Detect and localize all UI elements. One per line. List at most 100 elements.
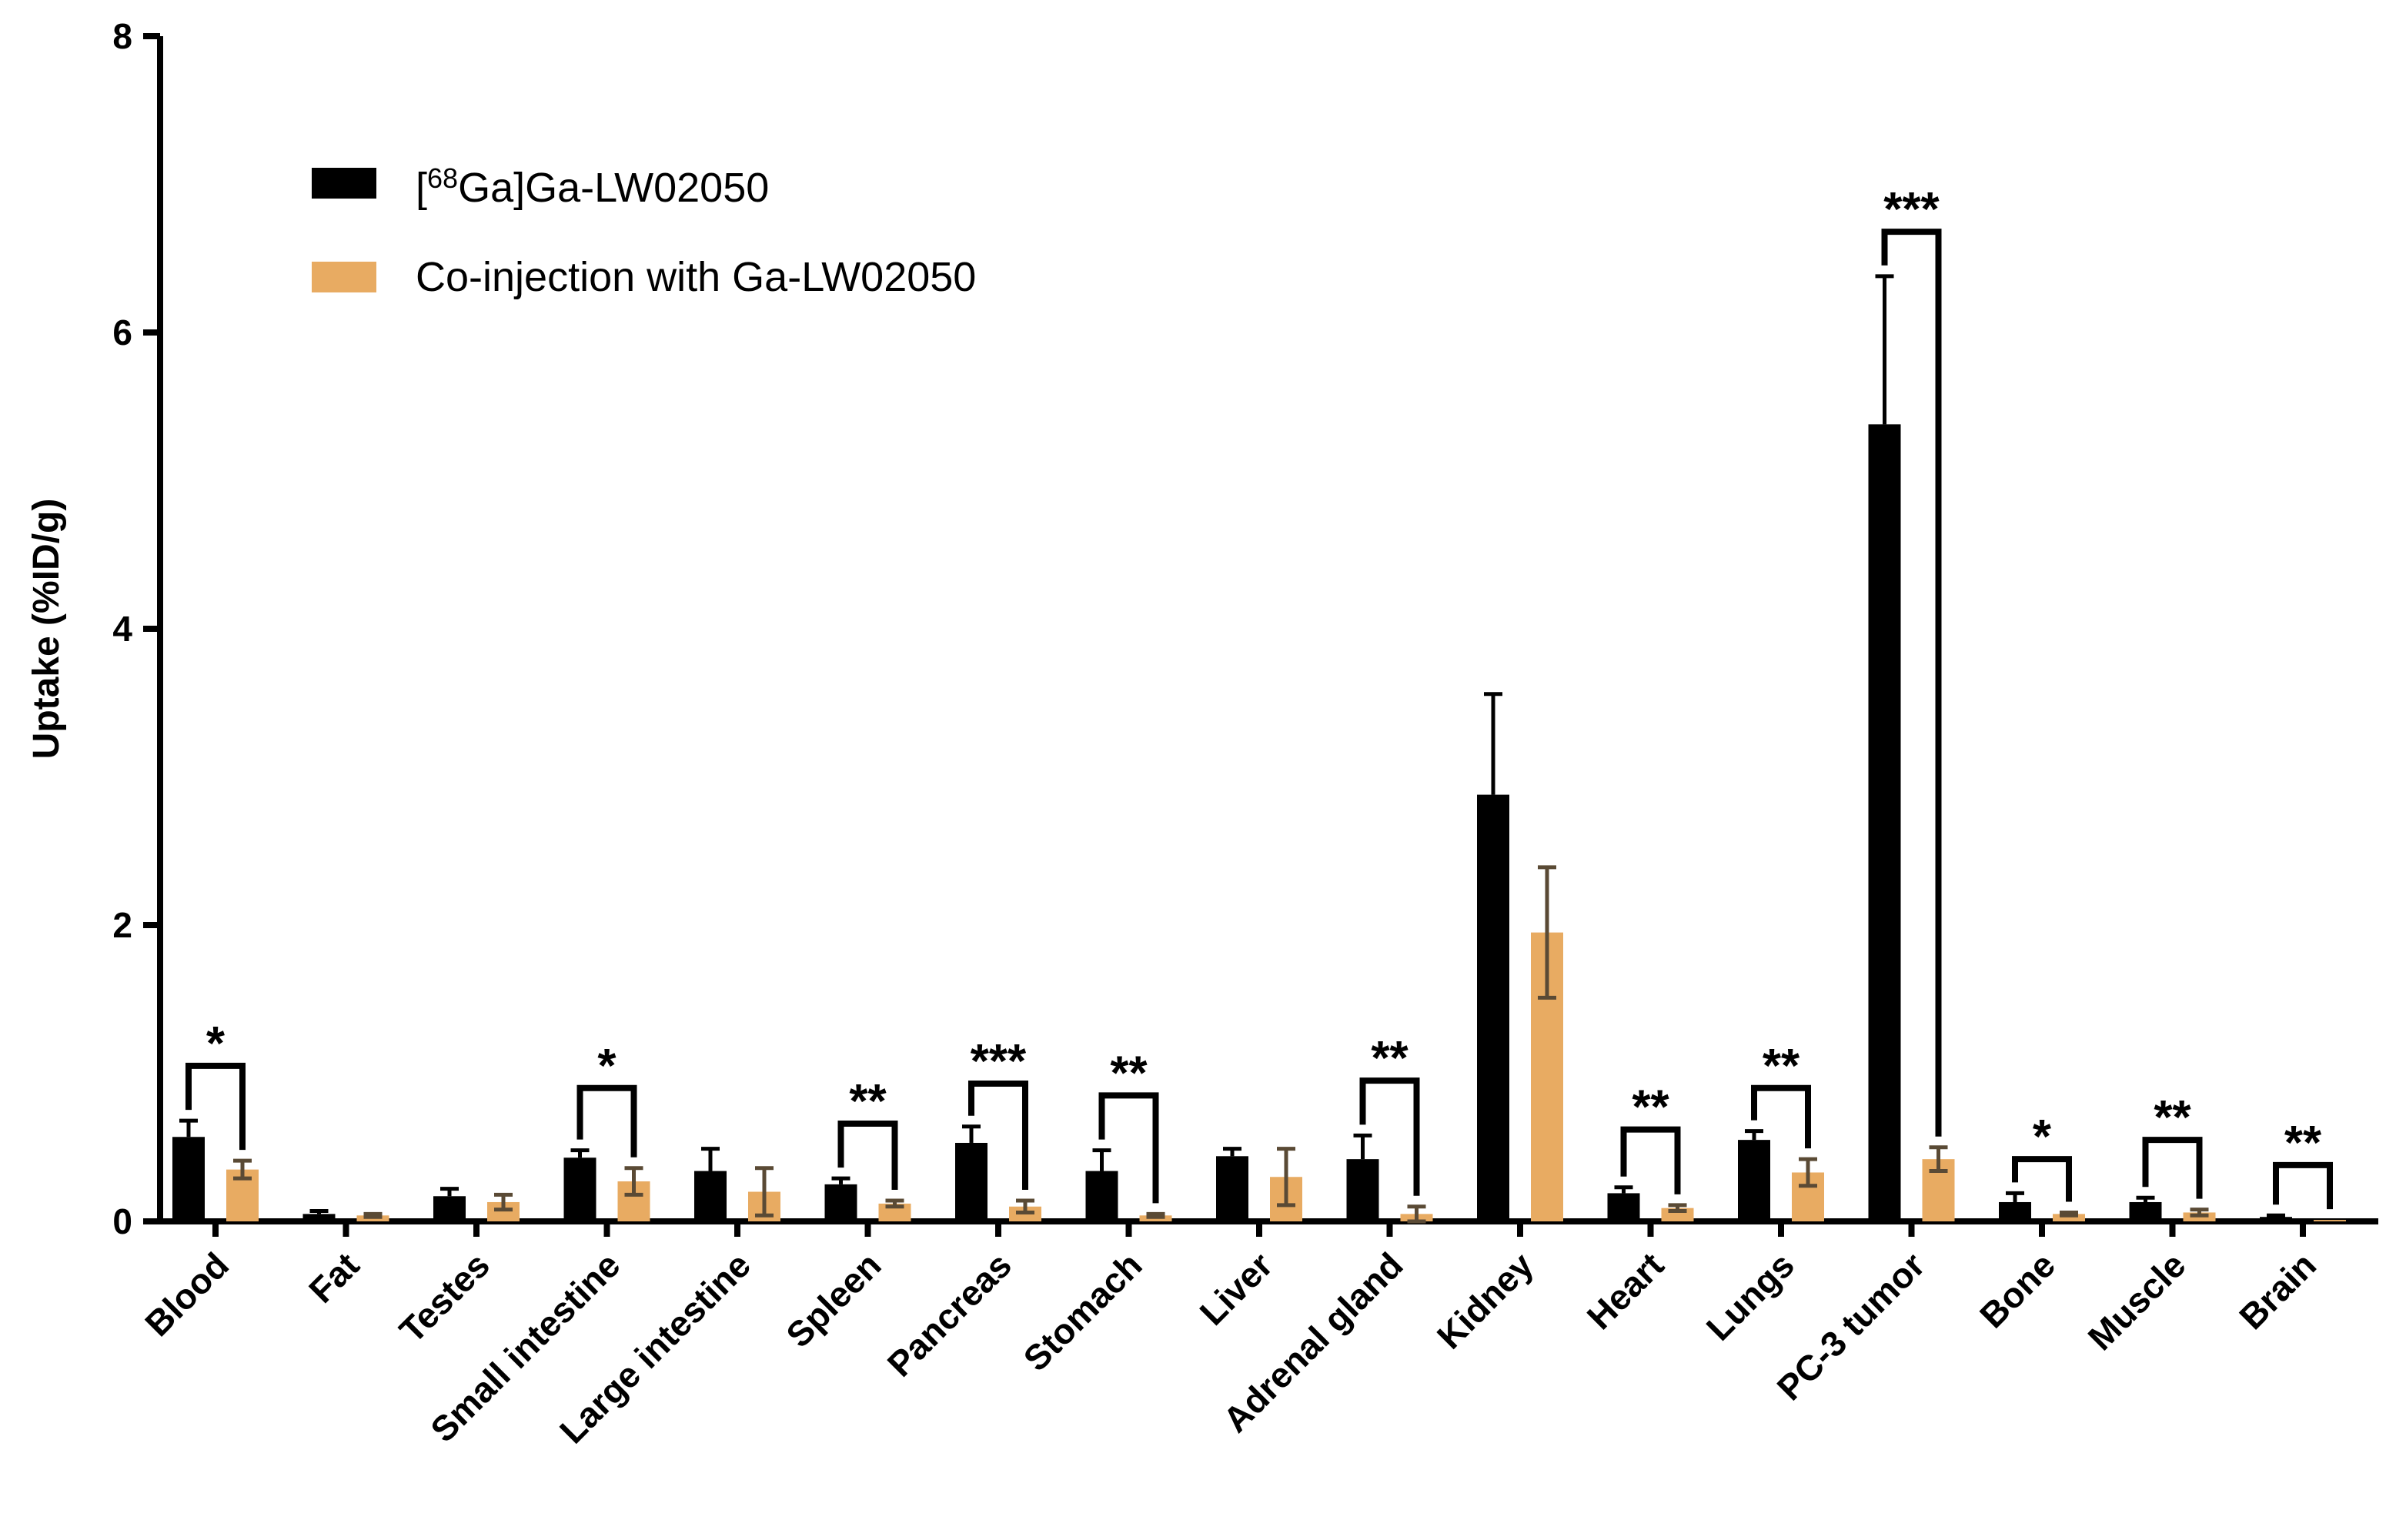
- error-bar-stomach-series-1: [1092, 1148, 1111, 1171]
- significance-brackets: * ****** ** ********** ** **: [185, 183, 2333, 1210]
- y-axis-title: Uptake (%ID/g): [26, 499, 67, 760]
- bar-liver-series-1: [1216, 1156, 1248, 1221]
- error-bar-bone-series-2: [2060, 1210, 2078, 1218]
- significance-spleen: **: [837, 1075, 898, 1191]
- significance-bracket: [1620, 1126, 1681, 1194]
- significance-bracket: [2142, 1137, 2203, 1199]
- x-category-label-lungs: Lungs: [1699, 1244, 1802, 1348]
- bar-blood-series-1: [172, 1137, 205, 1221]
- error-bar-fat-series-2: [363, 1211, 383, 1219]
- bar-brain-series-2: [2314, 1220, 2346, 1221]
- bar-brain-series-1: [2260, 1217, 2292, 1221]
- significance-label: ***: [971, 1035, 1027, 1088]
- axes: [157, 36, 2378, 1224]
- error-bar-small-intestine-series-1: [570, 1148, 590, 1158]
- significance-bracket: [576, 1084, 637, 1158]
- error-bar-muscle-series-2: [2190, 1208, 2209, 1218]
- significance-bracket: [2273, 1161, 2333, 1210]
- error-bars: [179, 274, 2285, 1224]
- significance-bracket: [1751, 1084, 1811, 1149]
- legend-swatch-series-1: [312, 168, 376, 199]
- error-bar-pc-3-tumor-series-2: [1929, 1145, 1948, 1174]
- error-bar-heart-series-2: [1668, 1203, 1687, 1214]
- significance-bracket: [1359, 1077, 1420, 1196]
- significance-brain: **: [2273, 1117, 2333, 1210]
- error-bar-blood-series-1: [179, 1118, 198, 1137]
- legend-label-suffix: Ga]Ga-LW02050: [458, 165, 769, 211]
- legend-label-prefix: [: [416, 165, 427, 211]
- significance-bone: *: [2012, 1111, 2072, 1202]
- x-category-label-muscle: Muscle: [2080, 1244, 2194, 1358]
- y-ticks: 0 2 4 6 8: [112, 16, 160, 1241]
- error-bar-kidney-series-1: [1484, 692, 1502, 795]
- bar-fat-series-1: [302, 1214, 336, 1221]
- legend-swatch-series-2: [312, 262, 376, 292]
- significance-lungs: **: [1751, 1040, 1811, 1149]
- x-category-label-fat: Fat: [301, 1244, 367, 1311]
- error-bar-testes-series-1: [440, 1187, 459, 1197]
- bar-stomach-series-1: [1085, 1171, 1118, 1221]
- x-category-label-testes: Testes: [392, 1244, 497, 1350]
- significance-bracket: [2012, 1156, 2072, 1202]
- x-category-label-kidney: Kidney: [1429, 1244, 1542, 1357]
- error-bar-spleen-series-1: [831, 1176, 850, 1184]
- bar-testes-series-1: [433, 1196, 466, 1221]
- bar-muscle-series-1: [2129, 1201, 2162, 1221]
- error-bar-stomach-series-2: [1146, 1211, 1165, 1219]
- error-bar-kidney-series-2: [1538, 865, 1556, 1000]
- x-category-label-heart: Heart: [1579, 1244, 1672, 1337]
- significance-blood: *: [185, 1017, 246, 1151]
- error-bar-testes-series-2: [494, 1192, 513, 1212]
- x-category-label-pancreas: Pancreas: [880, 1244, 1019, 1384]
- significance-label: *: [597, 1040, 617, 1093]
- error-bar-adrenal-gland-series-1: [1353, 1133, 1372, 1160]
- significance-stomach: **: [1098, 1047, 1159, 1204]
- significance-pc-3-tumor: ***: [1881, 183, 1942, 1137]
- significance-label: **: [1632, 1081, 1669, 1134]
- y-tick-label: 0: [112, 1201, 132, 1241]
- error-bar-lungs-series-1: [1745, 1129, 1763, 1141]
- bar-heart-series-1: [1607, 1193, 1640, 1221]
- bar-bone-series-2: [2053, 1214, 2085, 1221]
- significance-bracket: [185, 1062, 246, 1151]
- bar-pancreas-series-1: [955, 1142, 987, 1221]
- significance-label: **: [1110, 1047, 1148, 1100]
- error-bar-blood-series-2: [233, 1158, 252, 1181]
- bars: [172, 424, 2346, 1221]
- significance-bracket: [1881, 229, 1942, 1137]
- significance-label: *: [206, 1017, 226, 1071]
- error-bar-small-intestine-series-2: [624, 1166, 643, 1197]
- bar-kidney-series-1: [1477, 794, 1509, 1221]
- legend-label-superscript: 68: [427, 162, 458, 194]
- significance-label: **: [1763, 1040, 1800, 1093]
- error-bar-lungs-series-2: [1799, 1157, 1817, 1188]
- x-category-label-bone: Bone: [1972, 1244, 2063, 1335]
- error-bar-heart-series-1: [1614, 1185, 1633, 1194]
- legend: [68Ga]Ga-LW02050 Co-injection with Ga-LW…: [312, 162, 976, 300]
- significance-bracket: [1098, 1092, 1159, 1204]
- error-bar-large-intestine-series-1: [701, 1147, 720, 1171]
- error-bar-fat-series-1: [309, 1209, 329, 1214]
- x-category-label-blood: Blood: [137, 1244, 236, 1344]
- error-bar-pancreas-series-1: [962, 1124, 981, 1143]
- y-tick-label: 4: [112, 609, 132, 649]
- bar-bone-series-1: [1999, 1201, 2031, 1221]
- y-tick-label: 6: [112, 312, 132, 352]
- significance-pancreas: ***: [968, 1035, 1028, 1191]
- error-bar-large-intestine-series-2: [755, 1166, 774, 1218]
- legend-label-series-1: [68Ga]Ga-LW02050: [416, 162, 769, 211]
- significance-label: **: [1371, 1032, 1409, 1085]
- error-bar-pc-3-tumor-series-1: [1875, 274, 1894, 425]
- error-bar-adrenal-gland-series-2: [1407, 1204, 1426, 1224]
- significance-label: **: [2284, 1117, 2322, 1170]
- x-category-label-brain: Brain: [2231, 1244, 2324, 1337]
- significance-adrenal-gland: **: [1359, 1032, 1420, 1196]
- significance-small-intestine: *: [576, 1040, 637, 1158]
- bar-pc-3-tumor-series-1: [1868, 424, 1901, 1221]
- significance-label: ***: [1883, 183, 1940, 236]
- error-bar-muscle-series-1: [2136, 1195, 2155, 1202]
- significance-label: **: [2154, 1091, 2191, 1144]
- significance-bracket: [837, 1120, 898, 1191]
